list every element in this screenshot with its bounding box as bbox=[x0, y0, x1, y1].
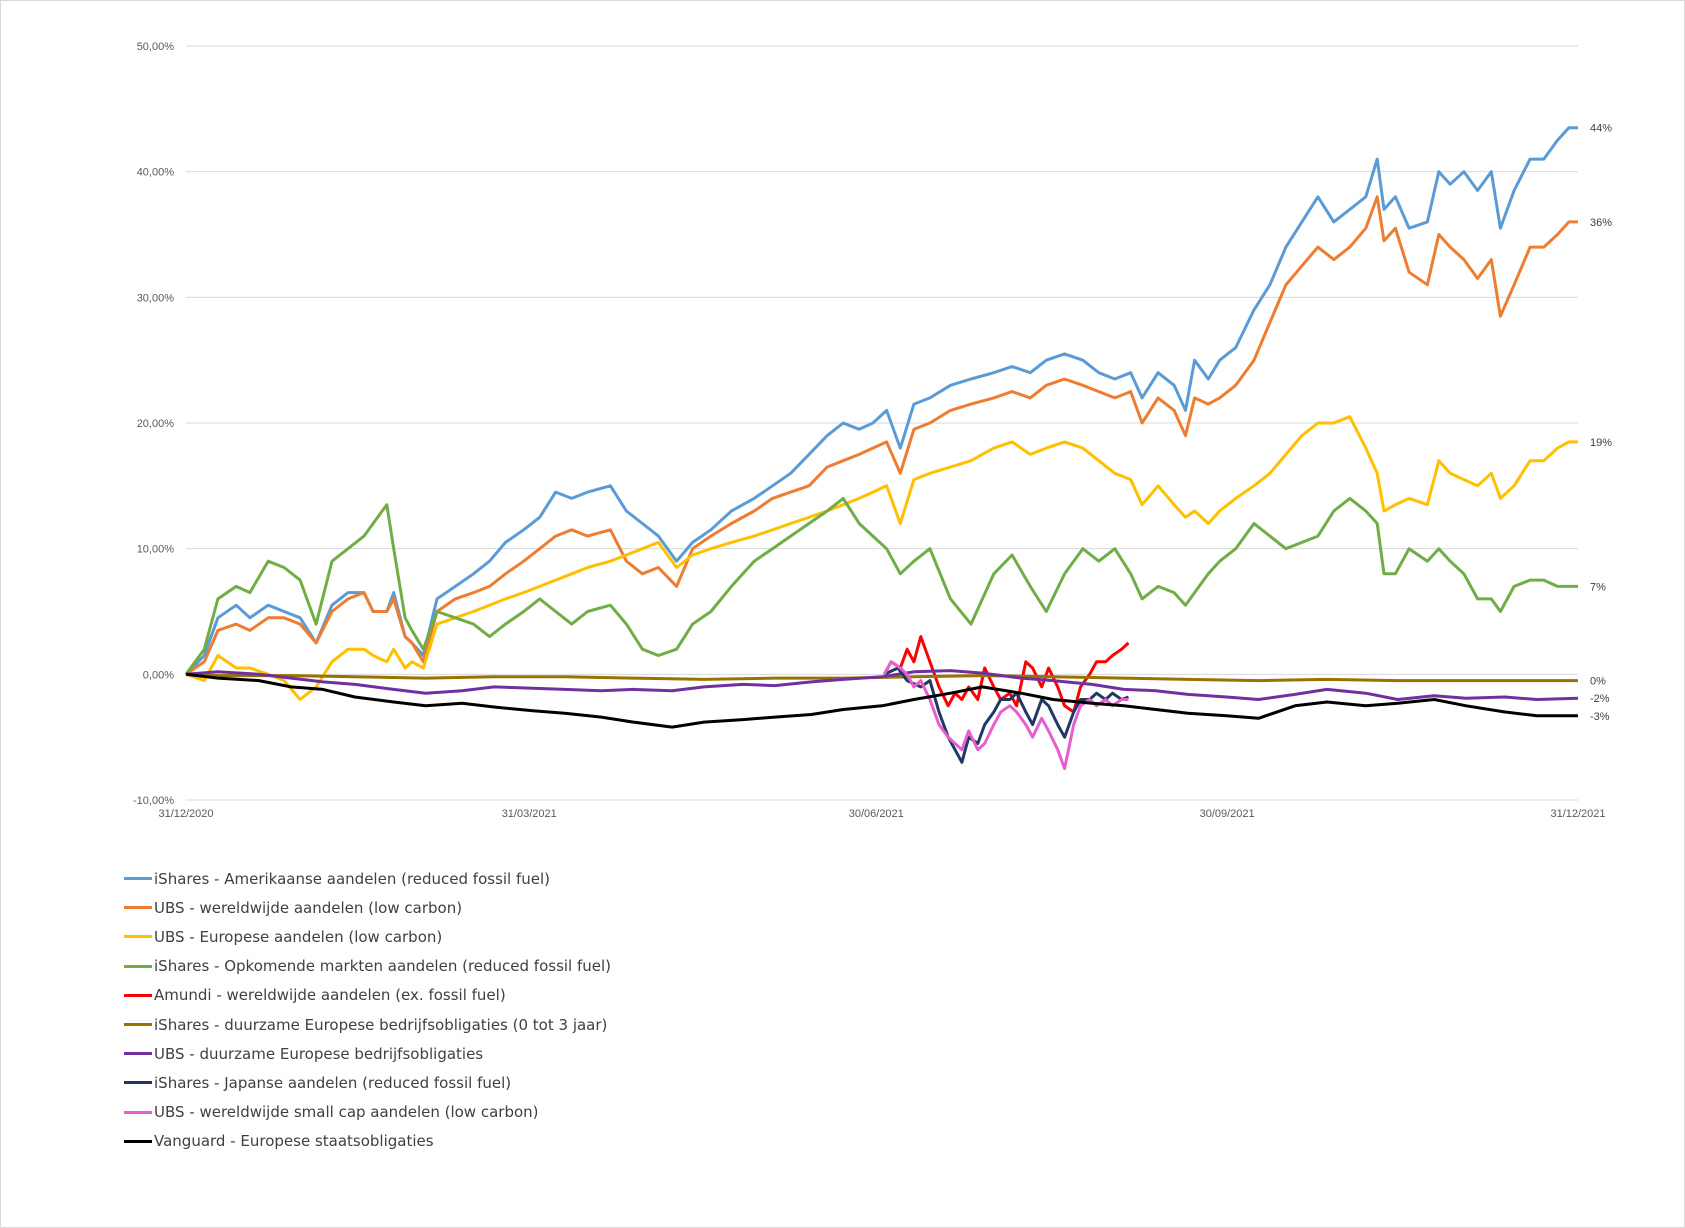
legend-item: UBS - duurzame Europese bedrijfsobligati… bbox=[124, 1039, 611, 1068]
series-lines bbox=[184, 126, 1579, 771]
legend-label: Vanguard - Europese staatsobligaties bbox=[154, 1132, 434, 1151]
legend-swatch bbox=[124, 1139, 152, 1143]
legend-item: Vanguard - Europese staatsobligaties bbox=[124, 1127, 611, 1156]
end-labels: 44% 36% 19% 7% 0% -2% -3% bbox=[1590, 123, 1612, 723]
legend-item: iShares - duurzame Europese bedrijfsobli… bbox=[124, 1010, 611, 1039]
legend-swatch bbox=[124, 906, 152, 910]
legend-item: iShares - Amerikaanse aandelen (reduced … bbox=[124, 864, 611, 893]
series-line bbox=[883, 666, 1130, 764]
gridlines bbox=[186, 45, 1578, 801]
y-axis-tick-labels: 50,00% 40,00% 30,00% 20,00% 10,00% 0,00% -10,0… bbox=[133, 41, 174, 807]
legend-swatch bbox=[124, 993, 152, 997]
x-tick-label: 30/09/2021 bbox=[1200, 808, 1255, 820]
legend-swatch bbox=[124, 877, 152, 881]
legend-label: UBS - wereldwijde aandelen (low carbon) bbox=[154, 898, 463, 917]
end-value-label: -3% bbox=[1590, 711, 1610, 723]
legend-swatch bbox=[124, 1110, 152, 1114]
y-tick-label: -10,00% bbox=[133, 795, 174, 807]
series-line bbox=[185, 415, 1578, 701]
legend-label: iShares - duurzame Europese bedrijfsobli… bbox=[154, 1015, 608, 1034]
legend-swatch bbox=[124, 935, 152, 939]
x-axis-tick-labels: 31/12/2020 31/03/2021 30/06/2021 30/09/2021… bbox=[158, 808, 1605, 820]
legend-swatch bbox=[124, 1052, 152, 1056]
y-tick-label: 0,00% bbox=[143, 669, 174, 681]
end-value-label: 36% bbox=[1590, 217, 1612, 229]
legend-label: UBS - wereldwijde small cap aandelen (lo… bbox=[154, 1103, 539, 1122]
end-value-label: 44% bbox=[1590, 123, 1612, 135]
series-line bbox=[185, 669, 1579, 701]
legend-item: iShares - Opkomende markten aandelen (re… bbox=[124, 952, 611, 981]
x-tick-label: 31/12/2020 bbox=[158, 808, 213, 820]
x-tick-label: 31/03/2021 bbox=[502, 808, 557, 820]
legend-swatch bbox=[124, 1023, 152, 1027]
end-value-label: 0% bbox=[1590, 676, 1606, 688]
legend-swatch bbox=[124, 964, 152, 968]
x-tick-label: 30/06/2021 bbox=[849, 808, 904, 820]
x-tick-label: 31/12/2021 bbox=[1550, 808, 1605, 820]
legend-item: UBS - wereldwijde aandelen (low carbon) bbox=[124, 893, 611, 922]
end-value-label: 7% bbox=[1590, 581, 1606, 593]
series-line bbox=[882, 660, 1129, 771]
series-line bbox=[184, 126, 1578, 676]
y-tick-label: 10,00% bbox=[137, 544, 175, 556]
y-tick-label: 30,00% bbox=[137, 292, 175, 304]
legend: iShares - Amerikaanse aandelen (reduced … bbox=[124, 864, 611, 1156]
end-value-label: -2% bbox=[1590, 693, 1610, 705]
legend-item: UBS - wereldwijde small cap aandelen (lo… bbox=[124, 1098, 611, 1127]
legend-item: UBS - Europese aandelen (low carbon) bbox=[124, 922, 611, 951]
legend-label: iShares - Amerikaanse aandelen (reduced … bbox=[154, 869, 551, 888]
legend-item: iShares - Japanse aandelen (reduced foss… bbox=[124, 1068, 611, 1097]
legend-label: Amundi - wereldwijde aandelen (ex. fossi… bbox=[154, 986, 506, 1005]
legend-swatch bbox=[124, 1081, 152, 1085]
y-tick-label: 50,00% bbox=[137, 41, 175, 53]
legend-label: UBS - duurzame Europese bedrijfsobligati… bbox=[154, 1044, 484, 1063]
end-value-label: 19% bbox=[1590, 437, 1612, 449]
y-tick-label: 20,00% bbox=[137, 418, 175, 430]
legend-label: UBS - Europese aandelen (low carbon) bbox=[154, 927, 443, 946]
series-line bbox=[185, 672, 1578, 729]
legend-item: Amundi - wereldwijde aandelen (ex. fossi… bbox=[124, 981, 611, 1010]
legend-label: iShares - Opkomende markten aandelen (re… bbox=[154, 957, 612, 976]
series-line bbox=[184, 496, 1578, 676]
series-line bbox=[185, 195, 1578, 676]
legend-label: iShares - Japanse aandelen (reduced foss… bbox=[154, 1073, 512, 1092]
y-tick-label: 40,00% bbox=[137, 167, 175, 179]
